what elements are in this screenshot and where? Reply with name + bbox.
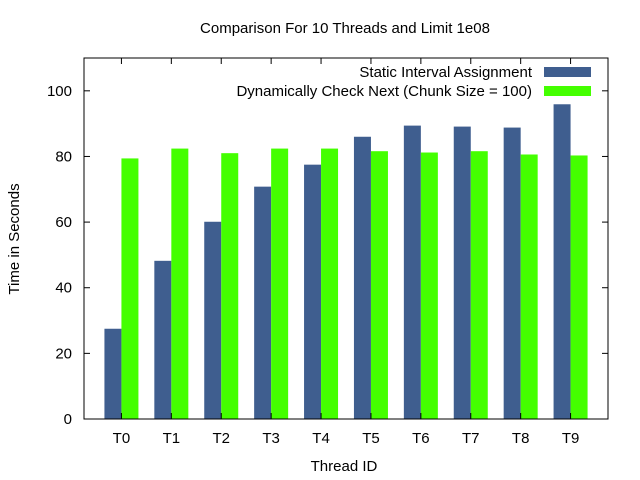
legend-swatch-static	[544, 67, 591, 77]
bar-static-t7	[453, 126, 471, 419]
y-axis-label: Time in Seconds	[6, 183, 23, 294]
bar-static-t2	[204, 221, 222, 419]
bar-static-t6	[403, 125, 421, 420]
x-tick-label: T0	[113, 430, 131, 447]
bar-dynamic-t7	[470, 151, 488, 419]
legend: Static Interval Assignment Dynamically Ch…	[236, 64, 591, 100]
x-tick-label: T5	[362, 430, 380, 447]
x-tick-label: T2	[212, 430, 230, 447]
x-tick-label: T9	[562, 430, 580, 447]
bar-static-t9	[553, 104, 571, 420]
plot-frame	[83, 57, 609, 420]
x-tick-label: T8	[512, 430, 530, 447]
y-tick-label: 20	[55, 345, 72, 362]
y-tick-label: 80	[55, 148, 72, 165]
bar-static-t0	[104, 328, 122, 419]
axis-ticks: T0 T1 T2 T3 T4 T5 T6 T7 T8 T9 0 20 40 60 80 100	[47, 58, 608, 447]
x-tick-label: T1	[163, 430, 181, 447]
legend-swatch-dynamic	[544, 86, 591, 96]
y-tick-label: 40	[55, 280, 72, 297]
bar-dynamic-t3	[271, 148, 289, 419]
bar-static-t8	[503, 127, 521, 419]
bar-dynamic-t4	[321, 148, 339, 419]
x-tick-label: T7	[462, 430, 480, 447]
y-tick-label: 0	[64, 411, 72, 428]
bar-static-t3	[254, 186, 272, 419]
bar-dynamic-t2	[221, 153, 239, 420]
x-tick-label: T4	[312, 430, 330, 447]
bar-dynamic-t0	[121, 158, 139, 420]
bar-static-t4	[304, 164, 322, 419]
bar-dynamic-t9	[570, 155, 588, 419]
x-tick-label: T6	[412, 430, 430, 447]
chart-title: Comparison For 10 Threads and Limit 1e08	[200, 20, 490, 37]
y-tick-label: 60	[55, 214, 72, 231]
y-tick-label: 100	[47, 83, 72, 100]
bar-dynamic-t1	[171, 148, 189, 419]
bar-dynamic-t8	[520, 154, 538, 420]
x-tick-label: T3	[262, 430, 280, 447]
bar-dynamic-t5	[370, 151, 388, 419]
legend-label-static: Static Interval Assignment	[359, 64, 532, 81]
bars-layer	[104, 104, 588, 420]
bar-dynamic-t6	[420, 152, 438, 419]
bar-static-t5	[353, 136, 371, 419]
x-axis-label: Thread ID	[311, 458, 378, 475]
legend-label-dynamic: Dynamically Check Next (Chunk Size = 100…	[236, 83, 532, 100]
bar-static-t1	[154, 260, 172, 419]
